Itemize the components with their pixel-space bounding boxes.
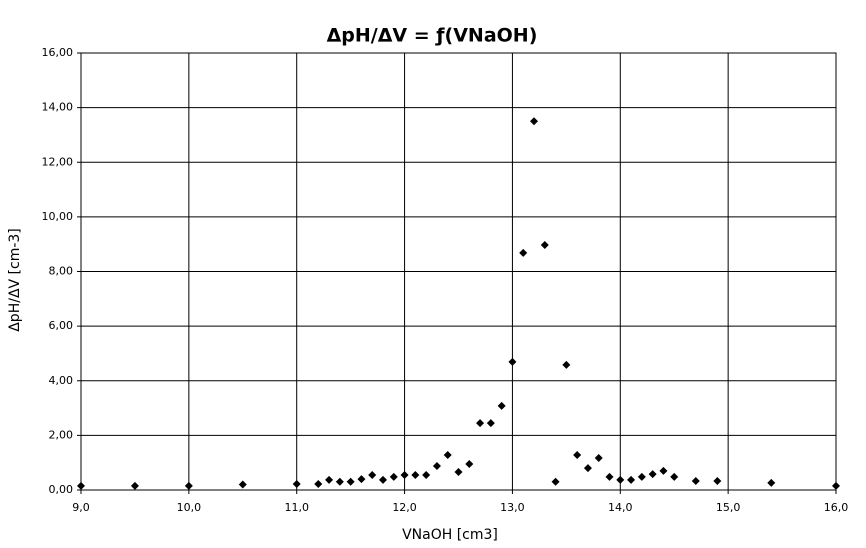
data-point [497, 401, 506, 410]
data-point [594, 454, 603, 463]
data-point [454, 467, 463, 476]
y-tick-label: 14,00 [42, 101, 74, 114]
data-point [77, 481, 85, 490]
data-point [519, 248, 528, 257]
x-tick-label: 11,0 [284, 501, 309, 514]
x-tick-label: 15,0 [716, 501, 741, 514]
data-point [476, 419, 485, 428]
data-point [637, 472, 646, 481]
data-point [443, 451, 452, 460]
x-tick-label: 14,0 [608, 501, 633, 514]
data-point [346, 477, 355, 486]
data-point [616, 475, 625, 484]
y-tick-label: 16,00 [42, 46, 74, 59]
y-tick-label: 12,00 [42, 155, 74, 168]
data-point [314, 479, 323, 488]
data-point [400, 470, 409, 479]
x-tick-label: 13,0 [500, 501, 525, 514]
data-point [551, 477, 560, 486]
data-point [508, 357, 517, 366]
data-point [832, 481, 840, 490]
y-tick-label: 4,00 [49, 374, 74, 387]
data-point [335, 477, 344, 486]
x-tick-label: 16,0 [824, 501, 849, 514]
data-point [432, 461, 441, 470]
data-point [389, 472, 398, 481]
data-point [605, 472, 614, 481]
data-point [379, 475, 387, 484]
y-axis-label: ΔpH/ΔV [cm-3] [7, 228, 23, 332]
data-point [573, 451, 582, 460]
data-point [583, 464, 592, 473]
data-point [368, 470, 377, 479]
data-point [130, 481, 139, 490]
data-point [530, 117, 538, 126]
chart-title: ΔpH/ΔV = ƒ(VNaOH) [327, 25, 538, 47]
data-point [648, 470, 657, 479]
data-point [659, 466, 668, 475]
data-point [238, 480, 247, 489]
data-point [627, 475, 636, 484]
data-point [767, 478, 776, 487]
data-point [691, 476, 700, 485]
x-tick-label: 9,0 [72, 501, 90, 514]
x-tick-label: 10,0 [177, 501, 202, 514]
data-point [562, 360, 571, 369]
y-tick-label: 0,00 [49, 483, 74, 496]
y-tick-label: 10,00 [42, 210, 74, 223]
data-point [184, 481, 193, 490]
y-tick-label: 2,00 [49, 428, 74, 441]
data-point [325, 475, 334, 484]
data-point [422, 470, 431, 479]
data-point [713, 476, 722, 485]
x-axis-label: VNaOH [cm3] [402, 527, 498, 543]
y-tick-label: 8,00 [49, 265, 74, 278]
data-point [486, 419, 495, 428]
data-point [357, 475, 366, 484]
data-point [540, 241, 549, 250]
data-point [465, 460, 474, 469]
data-point [292, 479, 301, 488]
data-point [411, 470, 420, 479]
data-point [670, 472, 679, 481]
y-tick-label: 6,00 [49, 319, 74, 332]
x-tick-label: 12,0 [392, 501, 417, 514]
